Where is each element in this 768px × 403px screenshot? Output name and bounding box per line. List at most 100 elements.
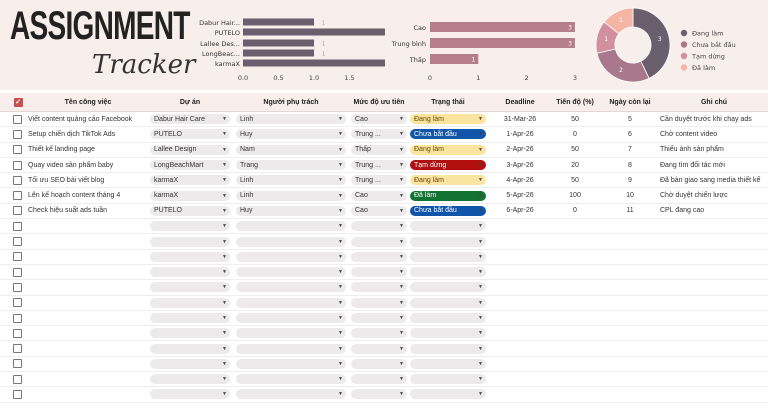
project-dropdown[interactable]: PUTELO ▼ (150, 129, 230, 140)
note-cell[interactable]: CPL đang cao (660, 207, 705, 215)
project-dropdown[interactable]: ▼ (150, 389, 230, 400)
status-dropdown[interactable]: ▼ (410, 374, 486, 385)
owner-dropdown[interactable]: ▼ (236, 251, 346, 262)
priority-dropdown[interactable]: Cao ▼ (351, 205, 407, 216)
owner-dropdown[interactable]: Huy ▼ (236, 205, 346, 216)
task-cell[interactable]: Tối ưu SEO bài viết blog (28, 176, 105, 184)
status-dropdown[interactable]: Đang làm ▼ (410, 114, 486, 125)
project-dropdown[interactable]: karmaX ▼ (150, 175, 230, 186)
task-cell[interactable]: Thiết kế landing page (28, 146, 95, 154)
project-dropdown[interactable]: Lallee Design ▼ (150, 144, 230, 155)
deadline-cell[interactable]: 4-Apr-26 (506, 176, 534, 184)
priority-dropdown[interactable]: ▼ (351, 389, 407, 400)
days-cell[interactable]: 11 (626, 207, 634, 215)
row-checkbox[interactable] (13, 145, 22, 155)
progress-cell[interactable]: 100 (569, 192, 581, 200)
project-dropdown[interactable]: LongBeachMart ▼ (150, 160, 230, 171)
progress-cell[interactable]: 50 (571, 176, 579, 184)
priority-dropdown[interactable]: Cao ▼ (351, 190, 407, 201)
progress-cell[interactable]: 0 (573, 130, 577, 138)
deadline-cell[interactable]: 31-Mar-26 (503, 115, 537, 123)
days-cell[interactable]: 9 (628, 176, 632, 184)
row-checkbox[interactable] (13, 374, 22, 384)
owner-dropdown[interactable]: ▼ (236, 297, 346, 308)
row-checkbox[interactable] (13, 114, 22, 124)
project-dropdown[interactable]: ▼ (150, 221, 230, 232)
project-dropdown[interactable]: ▼ (150, 328, 230, 339)
status-dropdown[interactable]: ▼ (410, 313, 486, 323)
row-checkbox[interactable] (13, 344, 22, 354)
select-all-checkbox[interactable]: ✓ (13, 97, 23, 107)
row-checkbox[interactable] (13, 313, 22, 323)
status-dropdown[interactable]: Chưa bắt đầu ▼ (410, 129, 486, 140)
priority-dropdown[interactable]: Trung ... ▼ (351, 160, 407, 171)
days-cell[interactable]: 7 (628, 146, 632, 154)
days-cell[interactable]: 8 (628, 161, 632, 169)
task-cell[interactable]: Check hiệu suất ads tuần (28, 207, 107, 215)
priority-dropdown[interactable]: ▼ (351, 236, 407, 247)
task-cell[interactable]: Quay video sản phẩm baby (28, 161, 114, 169)
owner-dropdown[interactable]: ▼ (236, 236, 346, 247)
progress-cell[interactable]: 0 (573, 207, 577, 215)
project-dropdown[interactable]: ▼ (150, 313, 230, 323)
deadline-cell[interactable]: 6-Apr-26 (506, 207, 534, 215)
project-dropdown[interactable]: karmaX ▼ (150, 190, 230, 201)
owner-dropdown[interactable]: ▼ (236, 267, 346, 278)
row-checkbox[interactable] (13, 252, 22, 262)
priority-dropdown[interactable]: ▼ (351, 313, 407, 323)
row-checkbox[interactable] (13, 206, 22, 216)
project-dropdown[interactable]: ▼ (150, 267, 230, 278)
status-dropdown[interactable]: ▼ (410, 221, 486, 232)
owner-dropdown[interactable]: Linh ▼ (236, 175, 346, 186)
note-cell[interactable]: Thiếu ảnh sản phẩm (660, 146, 724, 154)
priority-dropdown[interactable]: ▼ (351, 221, 407, 232)
status-dropdown[interactable]: ▼ (410, 343, 486, 354)
owner-dropdown[interactable]: ▼ (236, 374, 346, 385)
project-dropdown[interactable]: PUTELO ▼ (150, 205, 230, 216)
status-dropdown[interactable]: ▼ (410, 236, 486, 247)
priority-dropdown[interactable]: ▼ (351, 282, 407, 293)
row-checkbox[interactable] (13, 237, 22, 247)
note-cell[interactable]: Cần duyệt trước khi chạy ads (660, 115, 752, 123)
owner-dropdown[interactable]: ▼ (236, 328, 346, 339)
priority-dropdown[interactable]: ▼ (351, 358, 407, 369)
priority-dropdown[interactable]: ▼ (351, 343, 407, 354)
priority-dropdown[interactable]: ▼ (351, 251, 407, 262)
deadline-cell[interactable]: 1-Apr-26 (506, 130, 534, 138)
row-checkbox[interactable] (13, 389, 22, 399)
task-cell[interactable]: Viết content quảng cáo Facebook (28, 115, 133, 123)
project-dropdown[interactable]: ▼ (150, 343, 230, 354)
row-checkbox[interactable] (13, 191, 22, 201)
status-dropdown[interactable]: ▼ (410, 358, 486, 369)
progress-cell[interactable]: 50 (571, 146, 579, 154)
note-cell[interactable]: Đang tìm đối tác mới (660, 161, 725, 169)
owner-dropdown[interactable]: ▼ (236, 358, 346, 369)
deadline-cell[interactable]: 2-Apr-26 (506, 146, 534, 154)
note-cell[interactable]: Chờ content video (660, 130, 718, 138)
note-cell[interactable]: Đã bàn giao sang media thiết kế (660, 176, 761, 184)
project-dropdown[interactable]: ▼ (150, 374, 230, 385)
owner-dropdown[interactable]: Nam ▼ (236, 144, 346, 155)
row-checkbox[interactable] (13, 282, 22, 292)
project-dropdown[interactable]: ▼ (150, 282, 230, 293)
priority-dropdown[interactable]: Thấp ▼ (351, 144, 407, 155)
row-checkbox[interactable] (13, 328, 22, 338)
project-dropdown[interactable]: ▼ (150, 297, 230, 308)
owner-dropdown[interactable]: ▼ (236, 221, 346, 232)
priority-dropdown[interactable]: ▼ (351, 297, 407, 308)
priority-dropdown[interactable]: ▼ (351, 374, 407, 385)
row-checkbox[interactable] (13, 175, 22, 185)
status-dropdown[interactable]: Đã làm ▼ (410, 190, 486, 201)
status-dropdown[interactable]: ▼ (410, 297, 486, 308)
days-cell[interactable]: 6 (628, 130, 632, 138)
task-cell[interactable]: Lên kế hoạch content tháng 4 (28, 192, 121, 200)
deadline-cell[interactable]: 3-Apr-26 (506, 161, 534, 169)
task-cell[interactable]: Setup chiến dịch TikTok Ads (28, 130, 116, 138)
status-dropdown[interactable]: ▼ (410, 282, 486, 293)
status-dropdown[interactable]: Đang làm ▼ (410, 144, 486, 155)
row-checkbox[interactable] (13, 160, 22, 170)
owner-dropdown[interactable]: Linh ▼ (236, 190, 346, 201)
status-dropdown[interactable]: Đang làm ▼ (410, 175, 486, 186)
priority-dropdown[interactable]: ▼ (351, 267, 407, 278)
row-checkbox[interactable] (13, 221, 22, 231)
